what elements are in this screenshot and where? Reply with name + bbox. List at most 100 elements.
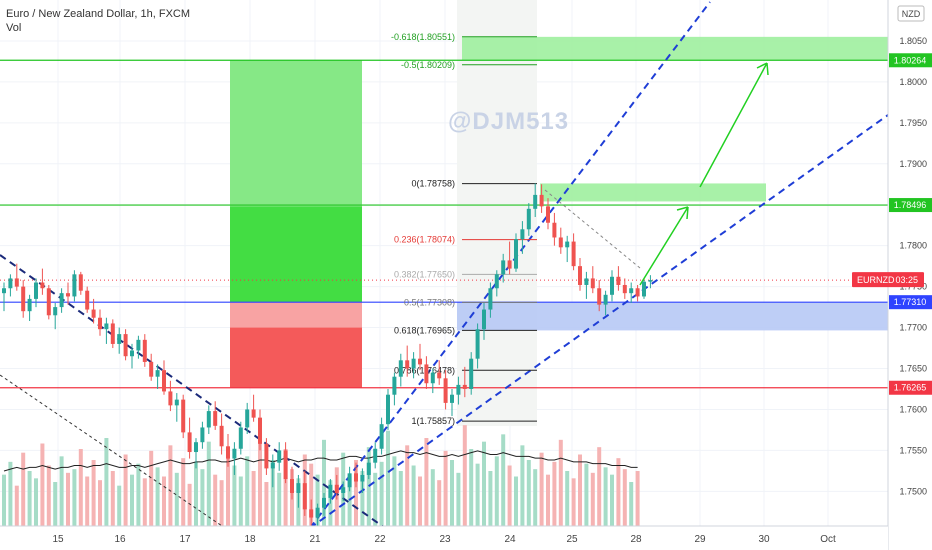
volume-bar <box>117 485 122 526</box>
currency-label[interactable]: NZD <box>902 9 921 19</box>
candle-body <box>328 484 333 498</box>
currency-badge[interactable] <box>897 5 925 22</box>
candle-body <box>565 241 570 248</box>
volume-bar <box>546 474 550 526</box>
candle-body <box>91 309 96 318</box>
candle-body <box>475 329 480 359</box>
volume-bar <box>258 443 262 526</box>
volume-bar <box>8 461 13 526</box>
time-tick-label: 23 <box>439 534 451 545</box>
volume-bar <box>514 476 518 526</box>
volume-bar <box>533 469 538 526</box>
volume-bar <box>46 465 51 526</box>
volume-bar <box>424 438 429 526</box>
volume-bar <box>232 465 237 526</box>
fib-level-label: -0.5(1.80209) <box>401 60 455 70</box>
volume-bar <box>360 471 365 526</box>
downtrend-line <box>0 254 386 529</box>
volume-bar <box>558 439 563 526</box>
grid <box>0 0 888 526</box>
candle-body <box>283 450 288 480</box>
volume-bar <box>206 441 211 526</box>
candle-body <box>469 358 474 389</box>
watermark: @DJM513 <box>448 108 570 135</box>
candle-body <box>424 364 429 384</box>
price-tag-bg <box>889 295 932 310</box>
volume-bar <box>245 456 250 526</box>
price-tick-label: 1.7700 <box>899 323 927 333</box>
volume-bar <box>34 478 38 526</box>
candle-body <box>34 282 38 299</box>
volume-bar <box>597 447 602 526</box>
fib-level-label: -0.618(1.80551) <box>391 32 455 42</box>
candle-body <box>162 370 166 392</box>
candle-body <box>437 372 442 379</box>
candle-body <box>226 446 230 459</box>
volume-bar <box>392 456 397 526</box>
volume-bar <box>174 472 179 526</box>
volume-bar <box>354 460 358 526</box>
volume-bar <box>590 472 595 526</box>
candle-body <box>322 497 326 508</box>
volume-bar <box>110 471 115 526</box>
time-axis-bg <box>0 526 888 550</box>
volume-bar <box>418 476 422 526</box>
time-tick-label: Oct <box>820 534 836 545</box>
price-tag-bg <box>889 198 932 213</box>
candle-body <box>584 278 589 285</box>
volume-label[interactable]: Vol <box>6 22 22 34</box>
stop-zone-lower <box>230 327 362 388</box>
candle-body <box>78 274 83 291</box>
fib-level-label: 1(1.75857) <box>411 416 455 426</box>
time-tick-label: 22 <box>374 534 386 545</box>
drawn-lines <box>0 1 889 529</box>
candle-body <box>418 358 422 365</box>
volume-ma-line <box>3 450 638 472</box>
candle-body <box>309 509 314 518</box>
time-tick-label: 29 <box>694 534 706 545</box>
candle-body <box>622 284 627 294</box>
candle-body <box>238 427 243 449</box>
candle-body <box>546 206 550 223</box>
volume-bar <box>251 471 256 526</box>
volume-bar <box>72 469 77 526</box>
volume-bar <box>264 482 269 526</box>
volume-bar <box>584 463 589 526</box>
candle-body <box>277 450 282 463</box>
candle-body <box>59 293 64 308</box>
price-tick-label: 1.7800 <box>899 241 927 251</box>
volume-bar <box>155 467 160 526</box>
candle-body <box>533 194 538 209</box>
price-tag-label: 1.80264 <box>894 55 927 65</box>
price-tick-label: 1.7550 <box>899 445 927 455</box>
volume-bar <box>552 461 557 526</box>
volume-bar <box>85 476 90 526</box>
support-zone <box>457 302 888 331</box>
volume-bars <box>2 425 640 526</box>
volume-bar <box>315 474 320 526</box>
candle-body <box>411 358 416 369</box>
candle-body <box>72 274 77 297</box>
candle-body <box>635 288 640 297</box>
price-axis[interactable]: 1.75001.75501.76001.76501.77001.77501.78… <box>852 0 932 550</box>
candle-body <box>149 361 154 377</box>
volume-bar <box>482 441 486 526</box>
zones <box>230 0 888 426</box>
candle-body <box>450 394 454 403</box>
current-price-symbol: EURNZD <box>857 275 895 285</box>
candle-body <box>123 334 128 357</box>
fib-level-label: 0.236(1.78074) <box>394 235 455 245</box>
candle-body <box>558 237 563 248</box>
volume-bar <box>123 454 128 526</box>
candle-body <box>136 339 141 351</box>
candle-body <box>514 239 518 269</box>
symbol-title[interactable]: Euro / New Zealand Dollar, 1h, FXCM <box>6 8 191 20</box>
price-tag-bg <box>889 380 932 395</box>
current-price-tag <box>852 272 924 288</box>
candle-body <box>386 394 390 425</box>
candle-body <box>181 399 186 433</box>
time-axis[interactable]: 15 16 17 18 21 22 23 24 25 28 29 30 Oct <box>0 525 888 550</box>
time-tick-label: 28 <box>630 534 642 545</box>
